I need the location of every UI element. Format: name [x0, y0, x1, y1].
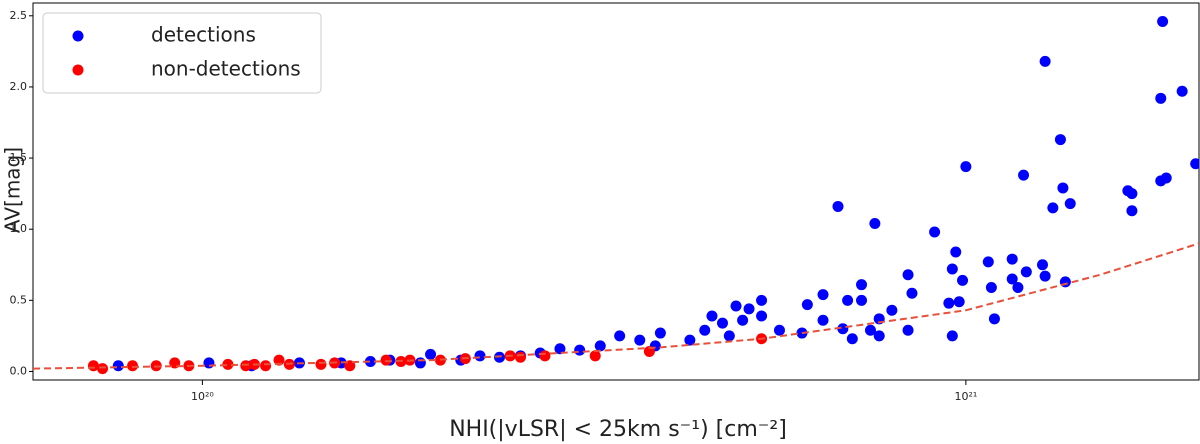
point: [730, 300, 742, 312]
point: [222, 358, 234, 370]
point: [364, 356, 376, 368]
point: [414, 357, 426, 369]
point: [943, 297, 955, 309]
y-tick-label: 0.5: [10, 293, 28, 306]
x-tick-label: 10²¹: [954, 390, 977, 403]
point: [260, 360, 272, 372]
point: [112, 360, 124, 372]
point: [589, 350, 601, 362]
point: [614, 330, 626, 342]
point: [960, 161, 972, 173]
point: [817, 289, 829, 301]
y-tick-label: 1.5: [10, 151, 28, 164]
point: [1064, 198, 1076, 210]
point: [743, 303, 755, 315]
point: [946, 263, 958, 275]
point: [1176, 85, 1188, 97]
point: [988, 313, 1000, 325]
point: [684, 334, 696, 346]
point: [1006, 253, 1018, 265]
point: [842, 294, 854, 306]
point: [203, 357, 215, 369]
point: [1036, 259, 1048, 271]
point: [634, 334, 646, 346]
point: [594, 340, 606, 352]
point: [380, 354, 392, 366]
point: [1039, 55, 1051, 67]
y-tick-label: 1.0: [10, 222, 28, 235]
point: [1160, 172, 1172, 184]
point: [240, 360, 252, 372]
point: [906, 287, 918, 299]
point: [1155, 92, 1167, 104]
point: [801, 299, 813, 311]
point: [1157, 15, 1169, 27]
legend-marker: [72, 64, 84, 76]
y-tick-label: 2.0: [10, 80, 28, 93]
point: [1039, 270, 1051, 282]
point: [1190, 158, 1199, 170]
point: [1054, 134, 1066, 146]
y-axis-label: AV[mag]: [1, 147, 25, 233]
y-tick-label: 2.5: [10, 9, 28, 22]
point: [1057, 182, 1069, 194]
point: [902, 324, 914, 336]
point: [723, 330, 735, 342]
legend-marker: [72, 30, 84, 42]
plot-frame: [32, 2, 1200, 381]
point: [1126, 205, 1138, 217]
point: [1018, 169, 1030, 181]
point: [1126, 188, 1138, 200]
point: [756, 294, 768, 306]
x-axis-label: NHI(|vLSR| < 25km s⁻¹) [cm⁻²]: [449, 417, 787, 442]
point: [832, 200, 844, 212]
point: [315, 358, 327, 370]
point: [474, 350, 486, 362]
point: [953, 296, 965, 308]
point: [946, 330, 958, 342]
point: [654, 327, 666, 339]
point: [869, 218, 881, 230]
point: [856, 279, 868, 291]
point: [902, 269, 914, 281]
point: [699, 324, 711, 336]
legend-box: [42, 12, 322, 94]
point: [539, 350, 551, 362]
point: [856, 294, 868, 306]
point: [985, 282, 997, 294]
point: [706, 310, 718, 322]
legend-label: non-detections: [151, 57, 301, 81]
y-tick-label: 0.0: [10, 364, 28, 377]
point: [1012, 282, 1024, 294]
point: [773, 324, 785, 336]
x-tick-label: 10²⁰: [191, 390, 214, 403]
point: [127, 360, 139, 372]
point: [846, 333, 858, 345]
legend-label: detections: [151, 23, 256, 47]
point: [716, 317, 728, 329]
point: [982, 256, 994, 268]
fit-line: [33, 242, 1199, 370]
point: [817, 314, 829, 326]
point: [950, 246, 962, 258]
point: [737, 314, 749, 326]
point: [886, 304, 898, 316]
point: [97, 363, 109, 375]
point: [929, 226, 941, 238]
point: [574, 344, 586, 356]
point: [873, 330, 885, 342]
point: [1047, 202, 1059, 214]
point: [425, 348, 437, 360]
point: [957, 274, 969, 286]
point: [514, 351, 526, 363]
point: [554, 343, 566, 355]
point: [1020, 266, 1032, 278]
point: [864, 324, 876, 336]
point: [756, 310, 768, 322]
point: [1006, 273, 1018, 285]
